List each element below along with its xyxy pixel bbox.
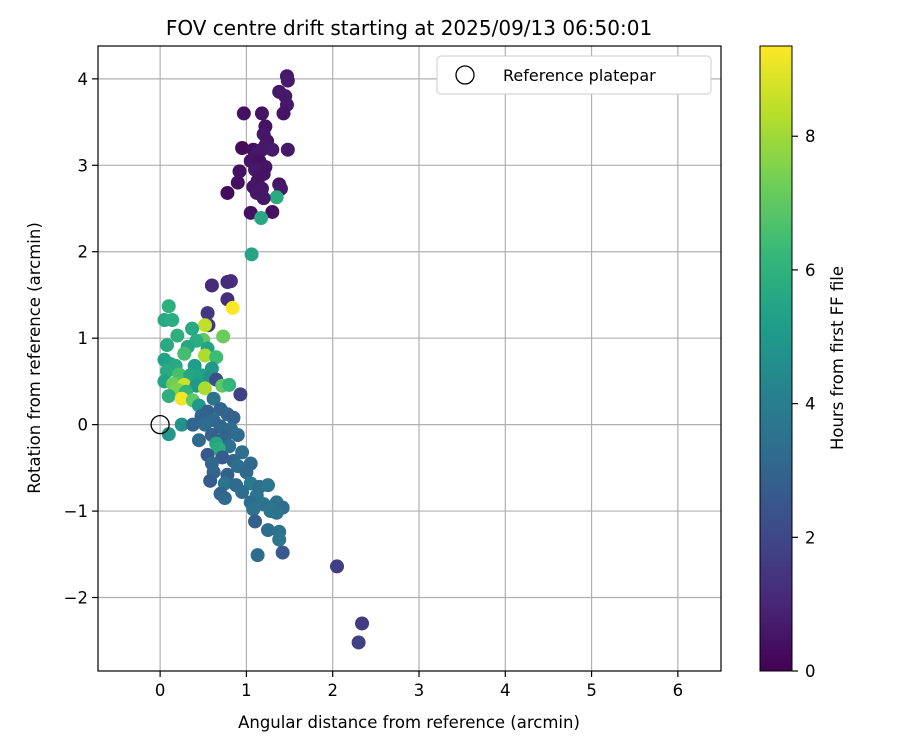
data-point [280,142,295,157]
data-point [222,377,237,392]
data-point [260,523,275,538]
colorbar-tick-label: 0 [805,662,816,681]
colorbar-gradient [759,45,793,672]
colorbar-tick-label: 4 [805,395,816,414]
data-point [220,185,235,200]
data-point [243,205,258,220]
y-axis-label: Rotation from reference (arcmin) [25,222,44,494]
data-point [275,545,290,560]
data-point [233,387,248,402]
data-point [250,548,265,563]
y-tick-label: −2 [64,589,88,608]
data-point [177,346,192,361]
data-point [269,190,284,205]
data-point [235,445,250,460]
data-point [244,247,259,262]
colorbar-label: Hours from first FF file [828,266,847,450]
x-tick-label: 3 [414,681,425,700]
axis-ticks: 0 1 2 3 4 5 6 −2 −1 0 1 2 3 4 [64,70,683,700]
data-point [191,433,206,448]
data-point [226,410,241,425]
data-point [174,417,189,432]
data-point [230,428,245,443]
data-point [174,391,189,406]
data-point [203,473,218,488]
data-point [165,313,180,328]
colorbar-tick-label: 8 [805,127,816,146]
x-tick-label: 1 [241,681,252,700]
y-tick-label: 1 [78,329,89,348]
x-tick-label: 6 [673,681,684,700]
legend: Reference platepar [436,55,712,95]
grid-lines [98,46,721,671]
data-point [236,106,251,121]
data-point [209,350,224,365]
y-tick-label: 0 [78,416,89,435]
data-point [280,73,295,88]
data-point [265,142,280,157]
data-point [185,321,200,336]
colorbar-tick-label: 6 [805,261,816,280]
data-point [185,417,200,432]
legend-marker-reference-platepar [455,65,475,85]
data-point [161,299,176,314]
y-tick-label: 4 [78,70,89,89]
legend-label-reference-platepar: Reference platepar [503,66,656,85]
data-point [265,204,280,219]
x-axis-label: Angular distance from reference (arcmin) [238,713,580,732]
data-point [197,417,212,432]
y-tick-label: 3 [78,156,89,175]
y-tick-label: 2 [78,243,89,262]
legend-box [436,55,712,95]
data-point [160,338,175,353]
data-point [220,274,235,289]
chart-title: FOV centre drift starting at 2025/09/13 … [166,16,652,40]
data-point [161,427,176,442]
data-point [272,532,287,547]
data-point [197,381,212,396]
y-tick-label: −1 [64,502,88,521]
data-point [204,278,219,293]
data-point [248,514,263,529]
x-tick-label: 0 [155,681,166,700]
data-point [351,635,366,650]
data-point [225,300,240,315]
data-point [230,175,245,190]
data-point [200,306,215,321]
reference-platepar-marker [150,414,170,435]
data-point [232,164,247,179]
data-point [239,465,254,480]
x-tick-label: 2 [327,681,338,700]
data-point [206,391,221,406]
data-point [216,329,231,344]
data-point [197,348,212,363]
data-point [276,106,291,121]
data-point [355,616,370,631]
data-point [254,211,269,226]
data-point [215,450,230,465]
data-point [260,478,275,493]
colorbar-ticks: 0 2 4 6 8 [792,127,816,681]
data-points [150,69,370,650]
data-point [217,491,232,506]
colorbar-tick-label: 2 [805,528,816,547]
data-point [246,502,261,517]
x-tick-label: 4 [500,681,511,700]
plot-area-frame [97,45,722,672]
data-point [269,505,284,520]
data-point [161,389,176,404]
data-point [254,106,269,121]
data-point [330,559,345,574]
data-point [256,191,271,206]
colorbar: 0 2 4 6 8 Hours from first FF file [759,45,847,681]
x-tick-label: 5 [586,681,597,700]
data-point [170,328,185,343]
data-point [235,485,250,500]
data-point [197,318,212,333]
data-point [235,141,250,156]
